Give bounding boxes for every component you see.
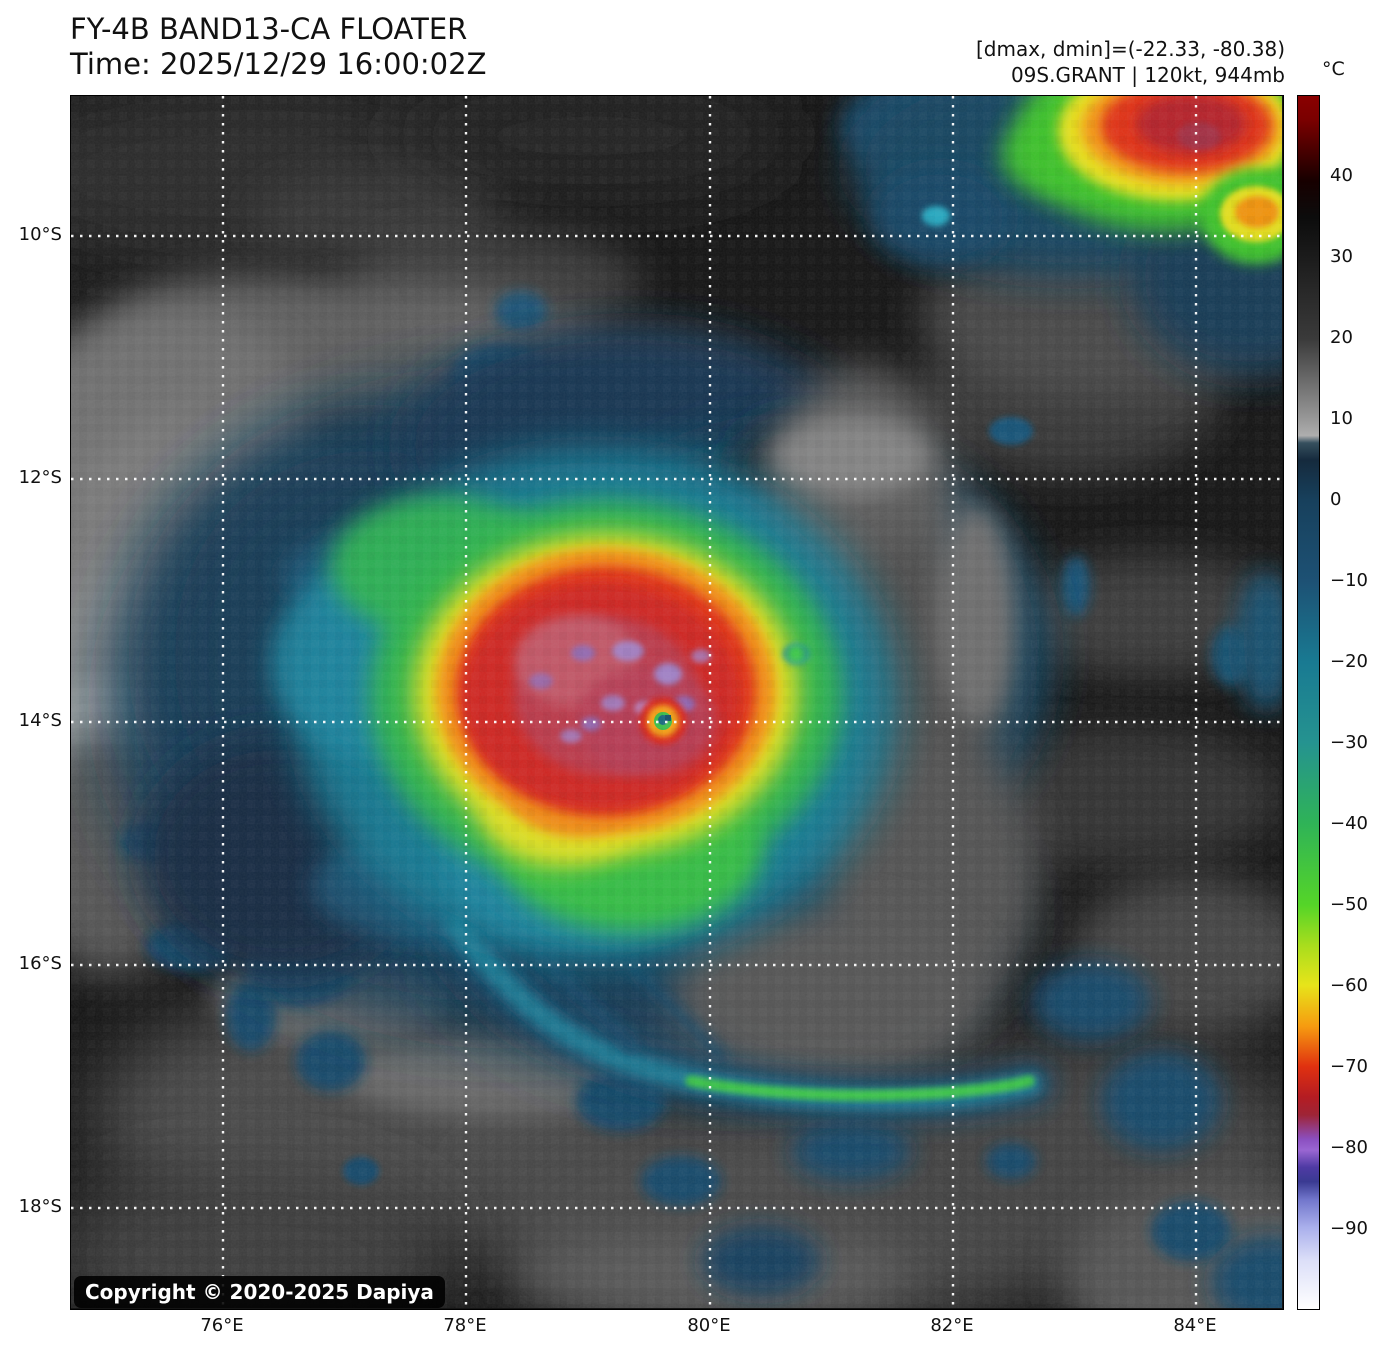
colorbar-unit-label: °C <box>1322 58 1345 80</box>
dmax-dmin-readout: [dmax, dmin]=(-22.33, -80.38) <box>975 37 1285 61</box>
cb-tick-m50: −50 <box>1330 894 1368 915</box>
cb-tick-0: 0 <box>1330 489 1342 510</box>
lon-label-76e: 76°E <box>200 1315 244 1336</box>
cb-tick-10: 10 <box>1330 408 1353 429</box>
lat-label-16s: 16°S <box>18 953 62 974</box>
temperature-colorbar <box>1297 95 1320 1310</box>
cb-tick-30: 30 <box>1330 246 1353 267</box>
lon-label-84e: 84°E <box>1173 1315 1217 1336</box>
cb-tick-20: 20 <box>1330 327 1353 348</box>
cb-tick-m10: −10 <box>1330 570 1368 591</box>
cb-tick-m60: −60 <box>1330 975 1368 996</box>
copyright-badge: Copyright © 2020-2025 Dapiya <box>74 1276 445 1308</box>
plot-timestamp: Time: 2025/12/29 16:00:02Z <box>70 47 487 81</box>
storm-intensity-readout: 09S.GRANT | 120kt, 944mb <box>1010 63 1285 87</box>
lat-label-10s: 10°S <box>18 224 62 245</box>
cb-tick-m70: −70 <box>1330 1056 1368 1077</box>
lat-label-12s: 12°S <box>18 467 62 488</box>
cb-tick-40: 40 <box>1330 165 1353 186</box>
lon-label-82e: 82°E <box>930 1315 974 1336</box>
cb-tick-m80: −80 <box>1330 1137 1368 1158</box>
lon-label-80e: 80°E <box>687 1315 731 1336</box>
satellite-plot-area <box>70 95 1284 1310</box>
lat-label-14s: 14°S <box>18 710 62 731</box>
lon-label-78e: 78°E <box>443 1315 487 1336</box>
cb-tick-m40: −40 <box>1330 813 1368 834</box>
plot-title: FY-4B BAND13-CA FLOATER <box>70 12 468 46</box>
cb-tick-m90: −90 <box>1330 1218 1368 1239</box>
graticule-gridlines <box>71 96 1282 1308</box>
pixel-texture <box>71 96 1282 1308</box>
satellite-scene <box>71 96 1282 1308</box>
lat-label-18s: 18°S <box>18 1196 62 1217</box>
cb-tick-m20: −20 <box>1330 651 1368 672</box>
cb-tick-m30: −30 <box>1330 732 1368 753</box>
title-block: FY-4B BAND13-CA FLOATER Time: 2025/12/29… <box>70 12 486 82</box>
stats-block: [dmax, dmin]=(-22.33, -80.38) 09S.GRANT … <box>885 36 1285 88</box>
